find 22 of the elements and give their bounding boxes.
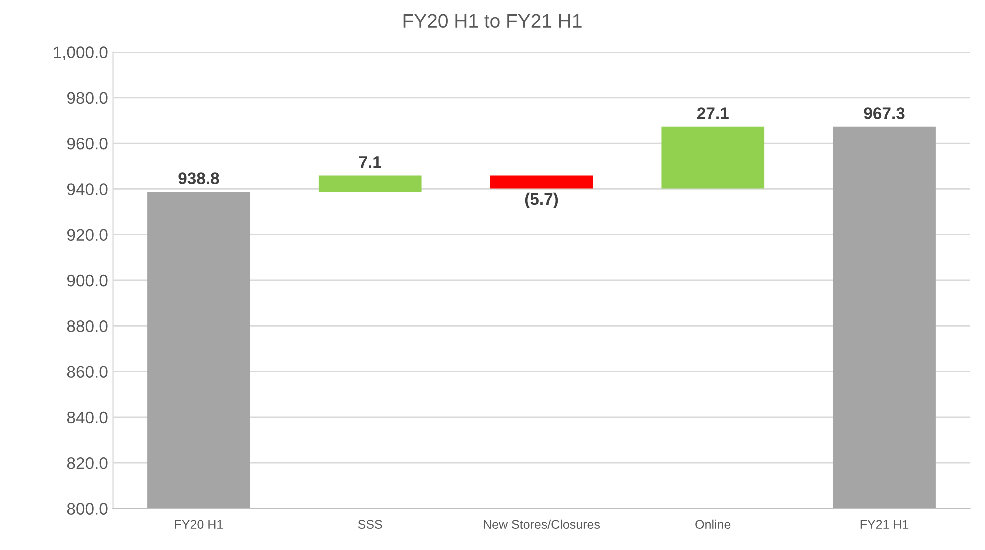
- y-tick-label: 1,000.0: [54, 46, 108, 60]
- y-tick-label: 800.0: [67, 503, 108, 515]
- y-tick-label: 900.0: [67, 274, 108, 287]
- data-label: 27.1: [698, 108, 729, 120]
- y-tick-label: 980.0: [67, 92, 108, 104]
- y-tick-label: 880.0: [67, 320, 108, 332]
- y-tick-label: 960.0: [67, 138, 108, 150]
- x-tick-label: SSS: [358, 520, 382, 530]
- data-label: 938.8: [178, 172, 220, 184]
- y-tick-label: 920.0: [67, 229, 108, 242]
- x-tick-label: FY21 H1: [860, 520, 909, 529]
- x-tick-label: FY20 H1: [175, 520, 224, 530]
- x-tick-label: New Stores/Closures: [484, 520, 600, 530]
- x-tick-label: Online: [696, 520, 731, 530]
- y-tick-label: 860.0: [67, 366, 108, 378]
- y-tick-label: 820.0: [67, 458, 108, 470]
- y-tick-label: 940.0: [67, 184, 108, 196]
- data-label: 7.1: [359, 156, 382, 168]
- y-tick-label: 840.0: [67, 412, 108, 424]
- data-label: 967.3: [864, 108, 905, 120]
- data-label: (5.7): [525, 192, 558, 208]
- chart-title: FY20 H1 to FY21 H1: [404, 14, 582, 28]
